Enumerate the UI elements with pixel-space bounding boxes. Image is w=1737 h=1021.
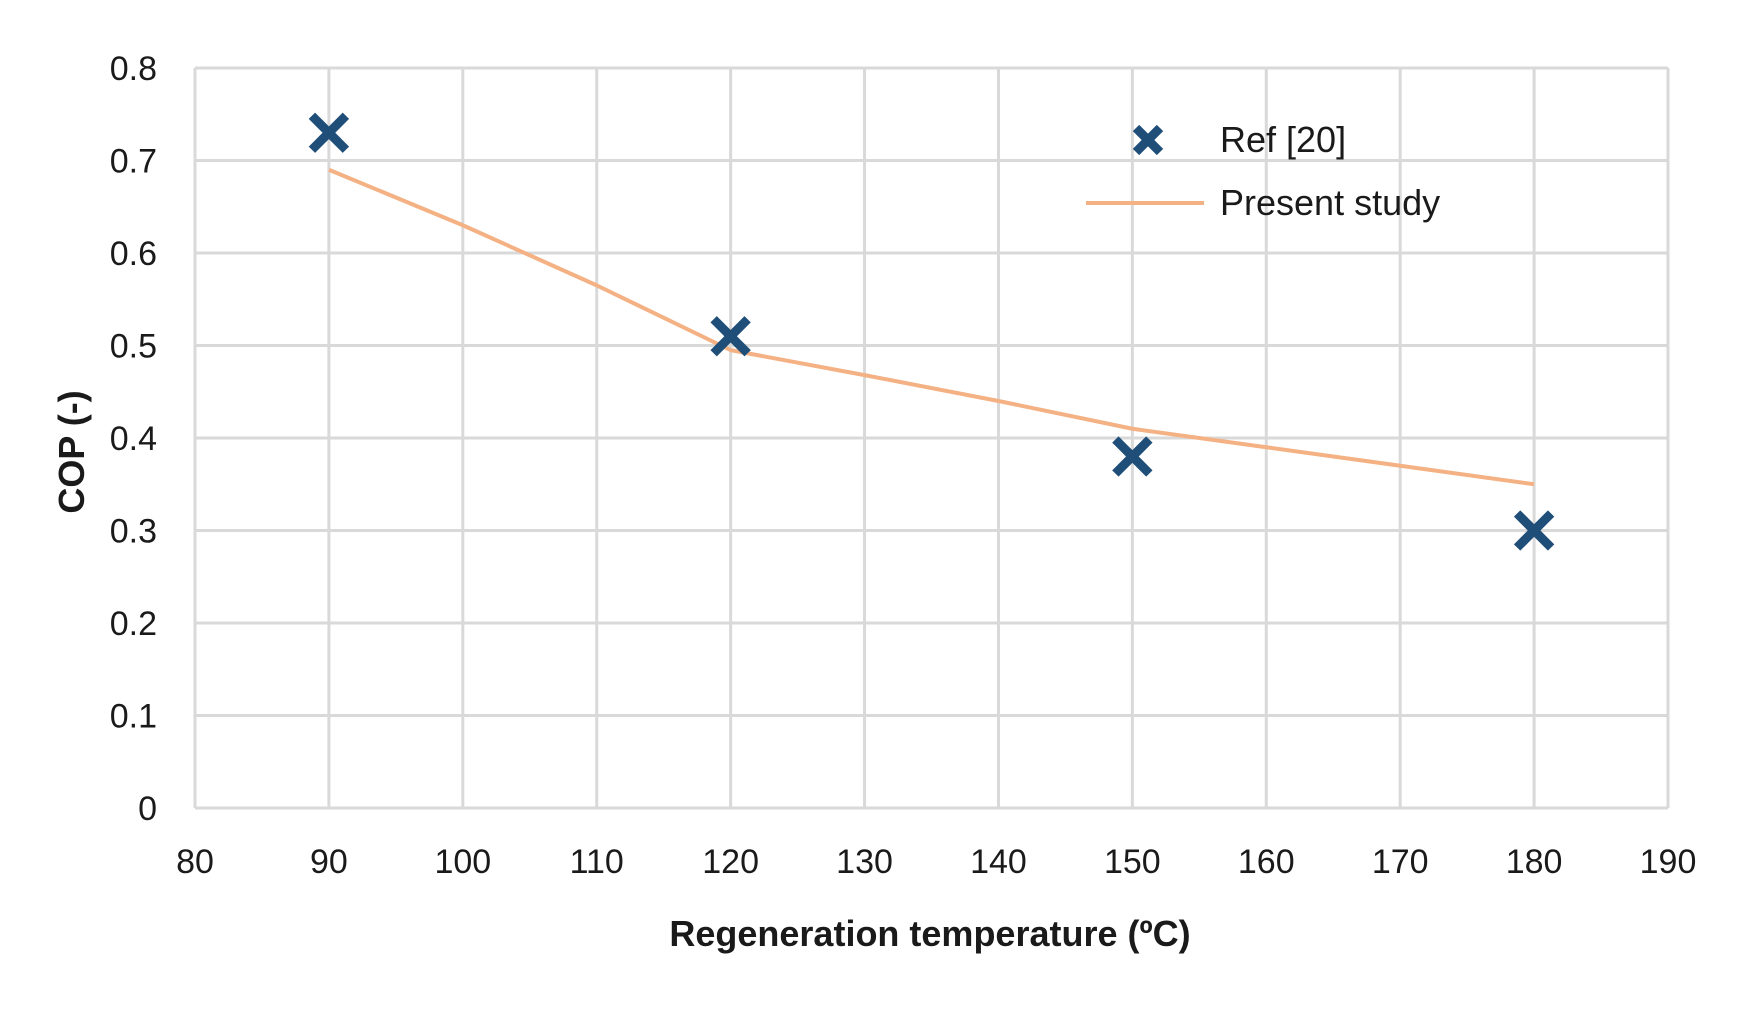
y-tick-label: 0.5	[110, 328, 157, 366]
marker-stroke	[710, 316, 751, 357]
x-axis-title: Regeneration temperature (ºC)	[669, 913, 1190, 954]
data-point-ref20	[1112, 436, 1153, 477]
y-tick-label: 0.2	[110, 605, 157, 643]
x-tick-label: 120	[702, 843, 759, 881]
x-tick-label: 170	[1372, 843, 1429, 881]
x-tick-label: 80	[176, 843, 214, 881]
y-tick-label: 0.1	[110, 698, 157, 736]
x-tick-label: 150	[1104, 843, 1161, 881]
x-tick-label: 110	[570, 843, 624, 881]
data-point-ref20	[308, 112, 350, 153]
y-tick-label: 0.7	[110, 143, 157, 181]
marker-stroke	[1112, 436, 1153, 477]
marker-stroke	[308, 112, 350, 153]
legend-label-ref20: Ref [20]	[1220, 119, 1346, 160]
x-tick-label: 100	[434, 843, 491, 881]
x-axis-ticks: 80 90 100 110 120 130 140 150 160 170 180 190	[176, 843, 1696, 881]
y-tick-label: 0.4	[110, 420, 157, 458]
y-axis-ticks: 0 0.1 0.2 0.3 0.4 0.5 0.6 0.7 0.8	[110, 50, 157, 828]
y-tick-label: 0.3	[110, 513, 157, 551]
x-tick-label: 140	[970, 843, 1027, 881]
y-axis-title: COP (-)	[51, 390, 92, 513]
marker-stroke	[1513, 510, 1555, 551]
legend-marker-ref20	[1132, 124, 1164, 156]
gridlines	[193, 66, 1670, 810]
marker-stroke	[1132, 124, 1164, 156]
y-tick-label: 0	[138, 790, 157, 828]
series-layer	[308, 112, 1555, 551]
line-present-study	[328, 167, 1535, 487]
x-tick-label: 90	[310, 843, 348, 881]
y-tick-label: 0.6	[110, 235, 157, 273]
x-tick-label: 160	[1238, 843, 1295, 881]
y-tick-label: 0.8	[110, 50, 157, 88]
x-tick-label: 130	[836, 843, 893, 881]
x-tick-label: 190	[1640, 843, 1697, 881]
legend-label-present-study: Present study	[1220, 182, 1440, 223]
data-point-ref20	[1513, 510, 1555, 551]
x-tick-label: 180	[1506, 843, 1563, 881]
legend: Ref [20] Present study	[1086, 119, 1440, 223]
data-point-ref20	[710, 316, 751, 357]
